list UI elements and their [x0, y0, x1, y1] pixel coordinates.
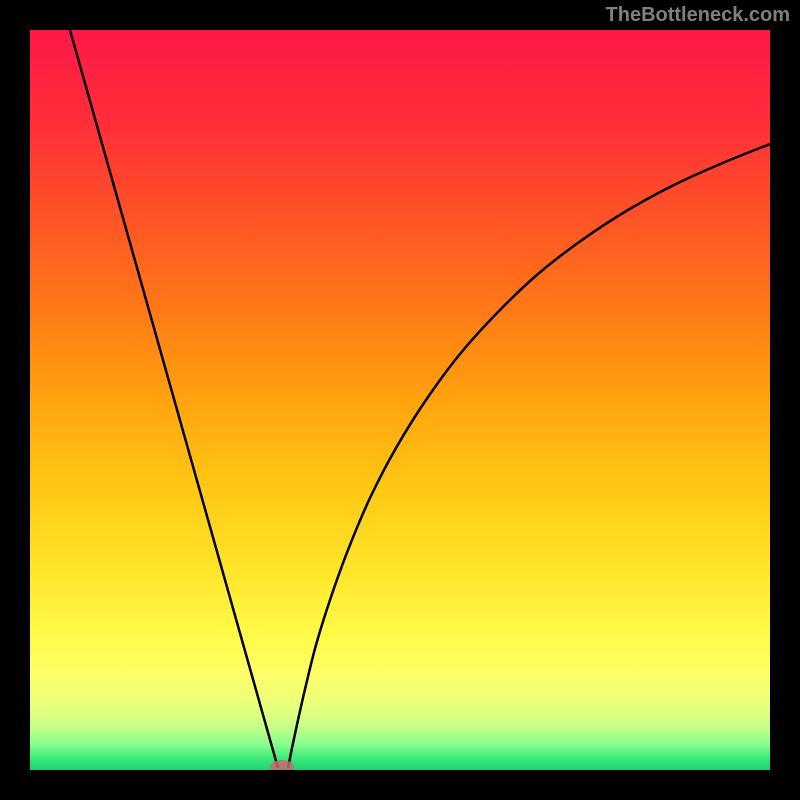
plot-area — [30, 30, 770, 770]
right-curve — [288, 144, 770, 768]
left-curve — [70, 30, 278, 768]
watermark-text: TheBottleneck.com — [606, 4, 790, 27]
chart-frame: TheBottleneck.com — [0, 0, 800, 800]
curve-layer — [30, 30, 770, 770]
